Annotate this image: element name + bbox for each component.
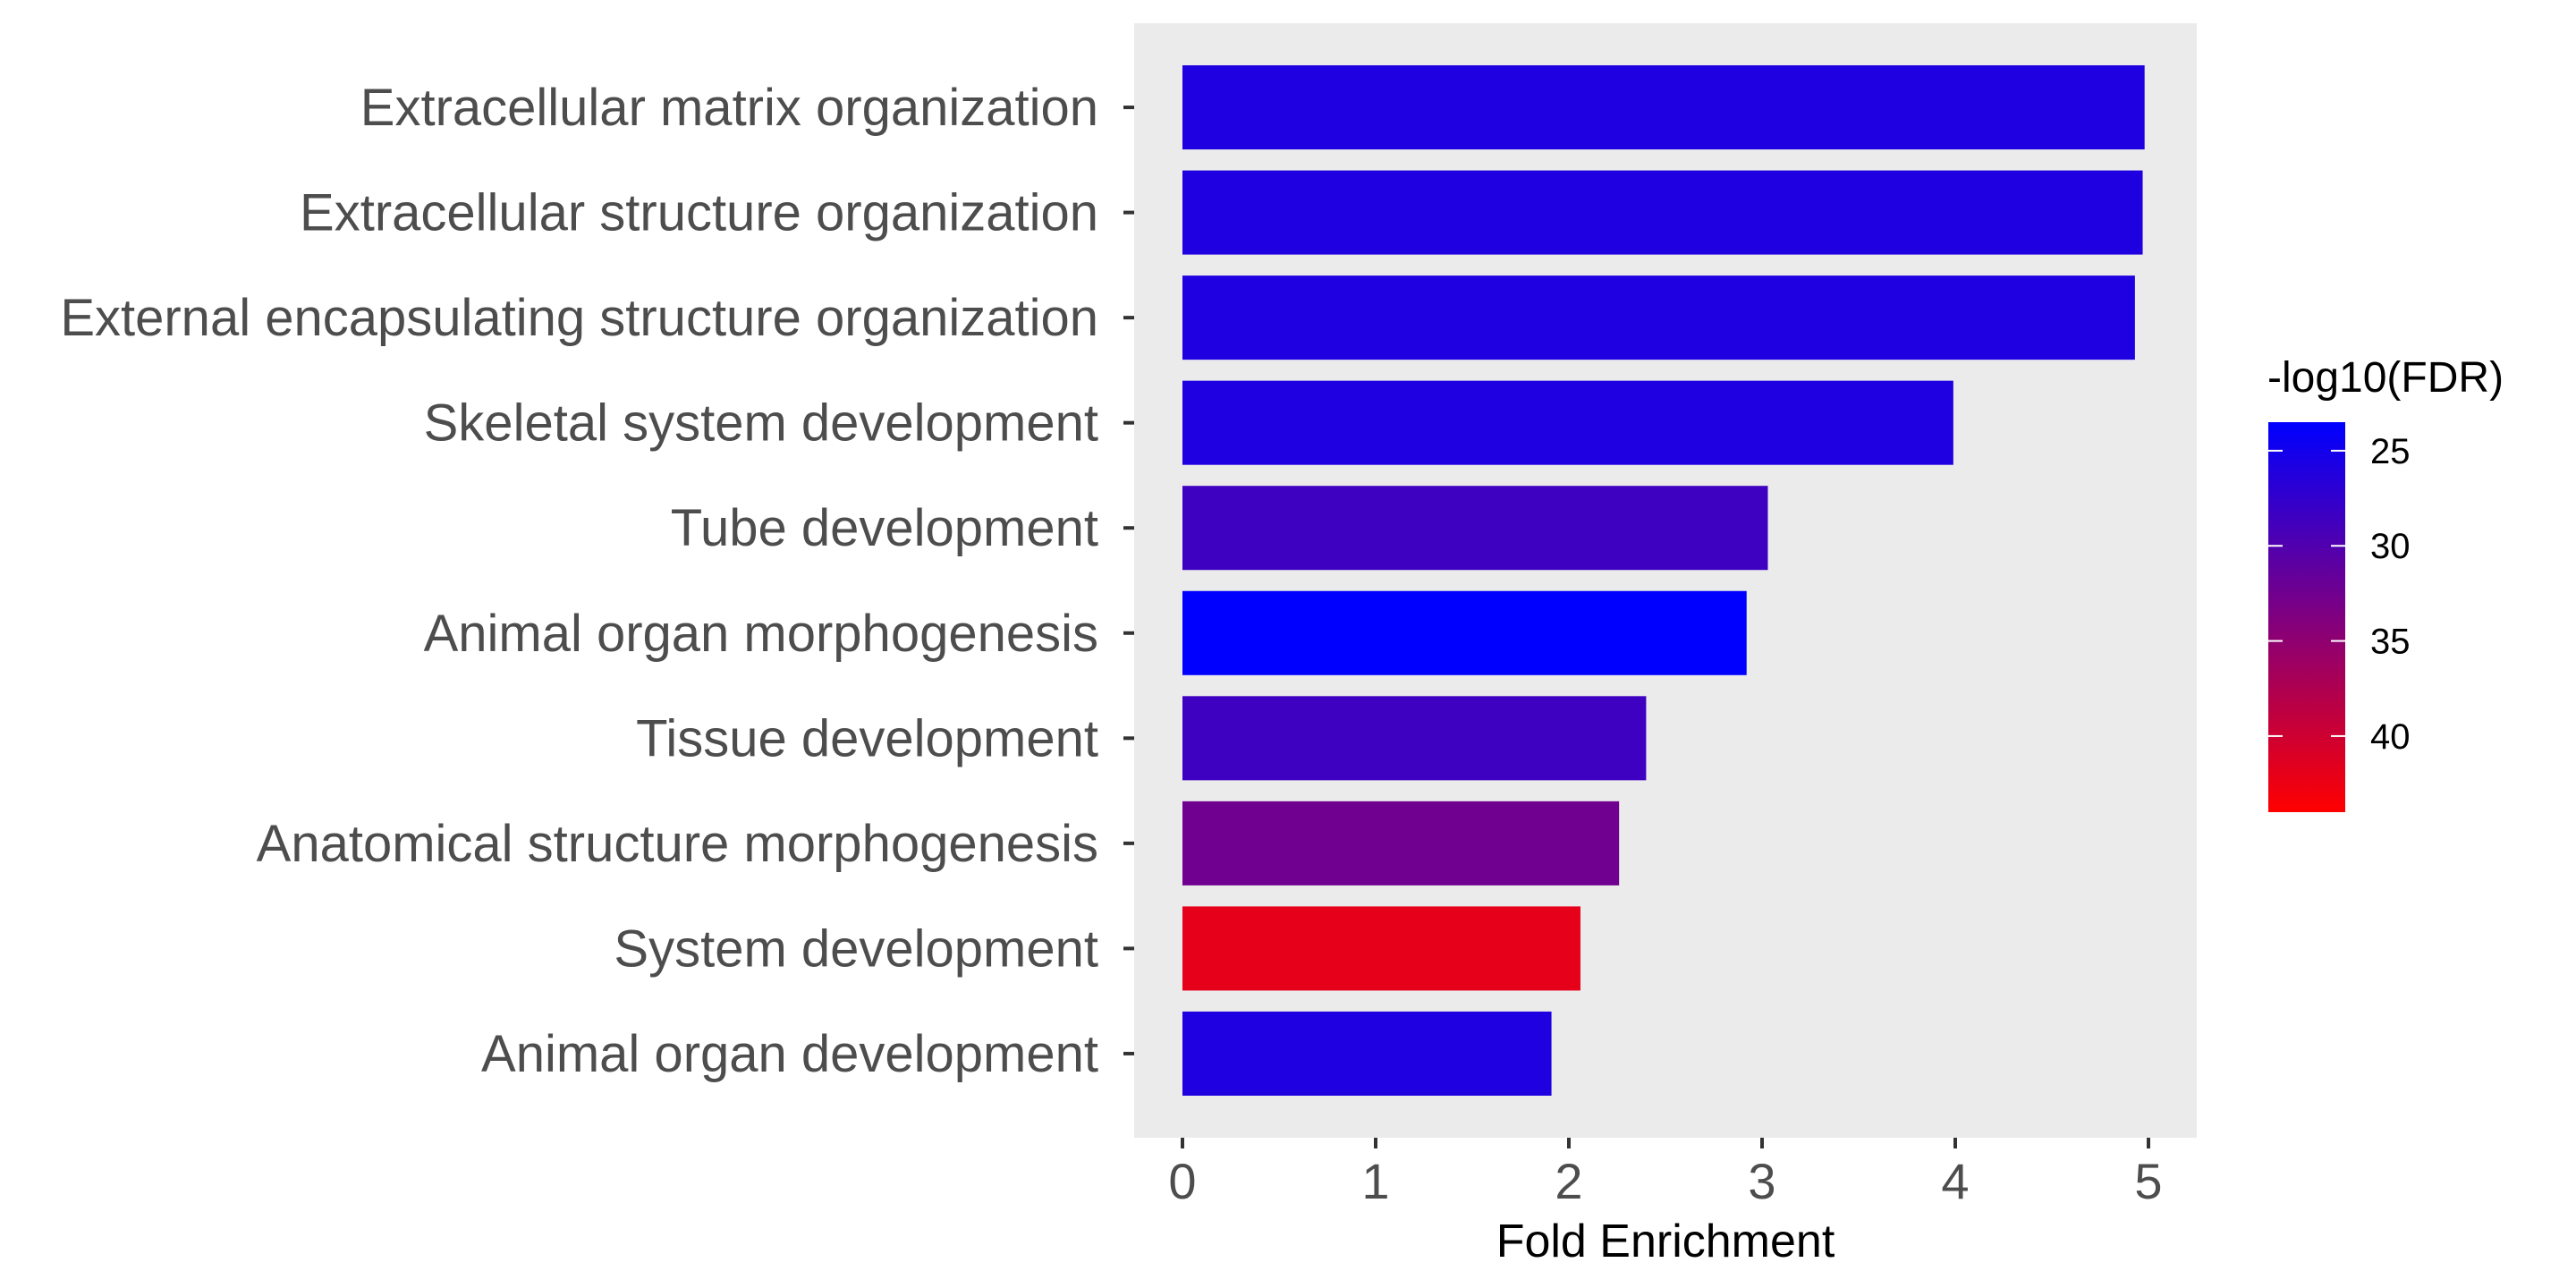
legend-tick-label: 35 — [2370, 623, 2411, 662]
category-label: External encapsulating structure organiz… — [60, 289, 1098, 347]
category-label: Extracellular structure organization — [300, 184, 1098, 242]
legend-title: -log10(FDR) — [2267, 354, 2504, 402]
category-label: Tissue development — [636, 709, 1098, 767]
bar — [1182, 590, 1747, 675]
bar — [1182, 486, 1768, 571]
x-tick-label: 3 — [1748, 1153, 1775, 1209]
legend-tick-label: 25 — [2370, 432, 2411, 471]
category-label: System development — [614, 919, 1098, 978]
bar — [1182, 801, 1620, 886]
bar — [1182, 380, 1953, 465]
category-label: Animal organ development — [481, 1025, 1098, 1083]
x-tick-label: 5 — [2134, 1153, 2162, 1209]
legend-tick-label: 40 — [2370, 717, 2411, 757]
x-tick-label: 4 — [1941, 1153, 1969, 1209]
bar — [1182, 1011, 1552, 1096]
bar — [1182, 170, 2143, 255]
x-tick-label: 0 — [1168, 1153, 1196, 1209]
category-label: Tube development — [671, 499, 1098, 557]
bar — [1182, 275, 2135, 360]
legend-tick-label: 30 — [2370, 527, 2411, 566]
bars-group — [1182, 65, 2145, 1096]
color-legend: -log10(FDR) 25 30 35 40 — [2267, 354, 2504, 812]
category-label: Skeletal system development — [424, 394, 1098, 453]
bar — [1182, 696, 1647, 781]
category-label: Extracellular matrix organization — [360, 79, 1098, 137]
x-tick-label: 1 — [1361, 1153, 1389, 1209]
x-axis: 0 1 2 3 4 5 — [1168, 1138, 2163, 1209]
legend-ticks: 25 30 35 40 — [2268, 432, 2411, 757]
x-tick-label: 2 — [1555, 1153, 1582, 1209]
bar — [1182, 906, 1580, 991]
bar — [1182, 65, 2145, 150]
x-axis-title: Fold Enrichment — [1496, 1216, 1835, 1267]
category-labels: Extracellular matrix organization Extrace… — [60, 79, 1134, 1083]
category-label: Anatomical structure morphogenesis — [257, 815, 1098, 873]
category-label: Animal organ morphogenesis — [424, 605, 1098, 663]
legend-colorbar — [2268, 422, 2345, 812]
